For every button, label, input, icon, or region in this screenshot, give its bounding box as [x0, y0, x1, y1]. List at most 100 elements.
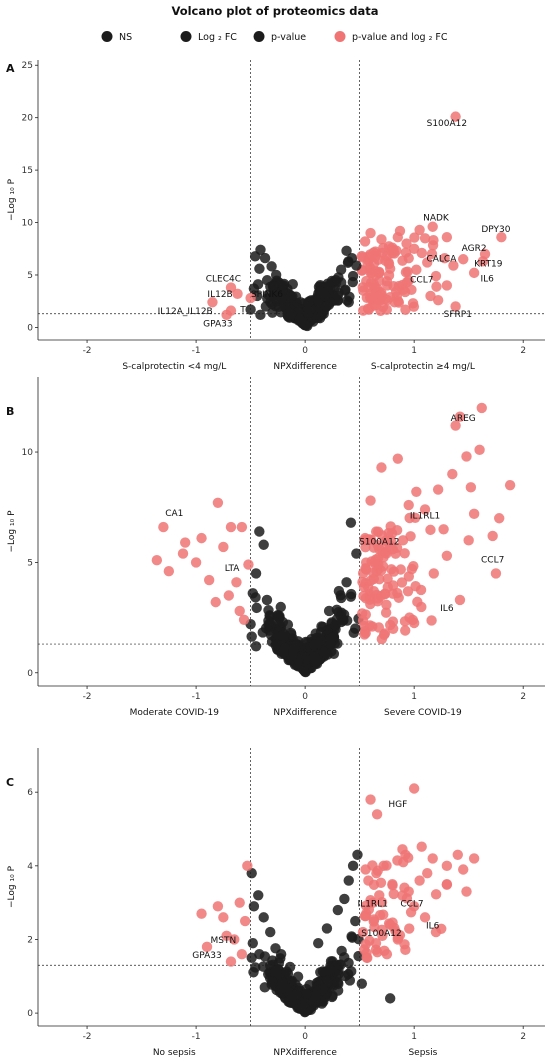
point-ns: [248, 901, 260, 912]
point-ns: [351, 548, 362, 559]
point-labeled: [408, 901, 420, 912]
point-sig: [450, 420, 461, 431]
point-ns: [263, 605, 274, 616]
point-label: IL12B: [207, 290, 232, 300]
point-sig: [447, 468, 458, 480]
point-sig: [365, 598, 376, 610]
panel-letter: A: [6, 62, 15, 75]
point-sig: [388, 888, 399, 900]
point-label: IL6: [426, 921, 440, 931]
point-sig: [409, 512, 421, 523]
y-tick-label: 0: [27, 1009, 33, 1019]
legend-item: NS: [101, 31, 132, 43]
point-ns: [317, 983, 329, 995]
point-ns: [250, 568, 262, 579]
point-sig: [474, 444, 485, 456]
point-ns: [258, 961, 269, 972]
point-ns: [270, 965, 282, 977]
y-tick-label: 10: [22, 219, 34, 229]
point-sig: [400, 944, 411, 956]
y-axis-label: −Log ₁₀ P: [7, 178, 17, 221]
point-labeled: [454, 411, 466, 422]
point-ns: [315, 635, 326, 646]
point-sig: [196, 532, 207, 544]
point-ns: [335, 264, 347, 275]
point-sig: [396, 577, 408, 588]
point-sig: [368, 278, 379, 289]
x-axis-label-right: Sepsis: [408, 1048, 437, 1058]
point-label: CCL7: [481, 555, 504, 565]
legend-marker: [334, 31, 346, 42]
point-sig: [374, 909, 386, 921]
point-ns: [339, 893, 350, 905]
point-ns: [287, 278, 298, 290]
point-sig: [380, 607, 392, 618]
point-sig: [356, 250, 368, 262]
point-sig: [365, 794, 376, 805]
point-labeled: [458, 254, 469, 265]
point-sig: [203, 574, 215, 586]
point-sig: [487, 530, 498, 542]
point-sig: [384, 263, 396, 274]
point-sig: [367, 860, 378, 871]
x-tick-label: -2: [83, 1032, 92, 1042]
point-sig: [225, 956, 237, 967]
point-ns: [251, 602, 262, 614]
point-label: IL1RL1: [410, 511, 440, 521]
point-ns: [345, 517, 357, 528]
point-ns: [254, 526, 265, 537]
point-sig: [439, 253, 450, 264]
point-sig: [490, 568, 502, 579]
point-sig: [387, 879, 398, 890]
point-ns: [276, 293, 287, 304]
point-labeled: [225, 282, 237, 293]
y-axis-label: −Log ₁₀ P: [7, 865, 17, 908]
x-tick-label: 2: [520, 346, 526, 356]
point-ns: [319, 290, 330, 302]
point-ns: [261, 275, 273, 286]
point-sig: [414, 224, 425, 236]
point-sig: [395, 564, 406, 575]
point-sig: [359, 236, 371, 247]
point-sig: [407, 298, 419, 309]
point-labeled: [408, 783, 420, 794]
point-sig: [236, 948, 248, 960]
point-ns: [248, 967, 259, 978]
x-axis-label: NPXdifference: [273, 1048, 337, 1058]
point-ns: [261, 594, 273, 606]
point-sig: [441, 860, 453, 872]
point-sig: [370, 248, 382, 260]
x-axis-label-left: Moderate COVID-19: [130, 708, 220, 718]
point-sig: [234, 897, 245, 908]
point-sig: [397, 535, 409, 546]
point-ns: [325, 639, 336, 650]
point-labeled: [419, 504, 431, 515]
point-sig: [179, 537, 191, 548]
point-label: IL12A_IL12B: [158, 307, 213, 317]
point-labeled: [450, 301, 461, 312]
point-sig: [416, 601, 427, 613]
x-axis-label-left: S-calprotectin <4 mg/L: [122, 362, 226, 372]
point-label: CA1: [165, 509, 183, 519]
point-ns: [258, 539, 269, 550]
point-sig: [425, 290, 436, 302]
point-sig: [378, 242, 389, 254]
x-tick-label: 0: [302, 346, 308, 356]
legend-item: p-value: [253, 31, 306, 43]
point-sig: [364, 620, 376, 631]
point-sig: [243, 559, 254, 570]
y-tick-label: 20: [22, 114, 34, 124]
point-ns: [330, 620, 341, 631]
point-ns: [332, 904, 344, 916]
point-sig: [368, 916, 379, 927]
point-label: CALCA: [426, 254, 457, 264]
point-ns: [297, 1000, 308, 1011]
legend-label: p-value and log ₂ FC: [352, 32, 448, 43]
point-label: HGF: [388, 800, 407, 810]
point-sig: [373, 622, 385, 633]
y-axis-label: −Log ₁₀ P: [7, 510, 17, 553]
point-sig: [398, 284, 409, 295]
point-ns: [253, 890, 264, 901]
point-ns: [275, 984, 286, 995]
point-ns: [343, 297, 354, 308]
